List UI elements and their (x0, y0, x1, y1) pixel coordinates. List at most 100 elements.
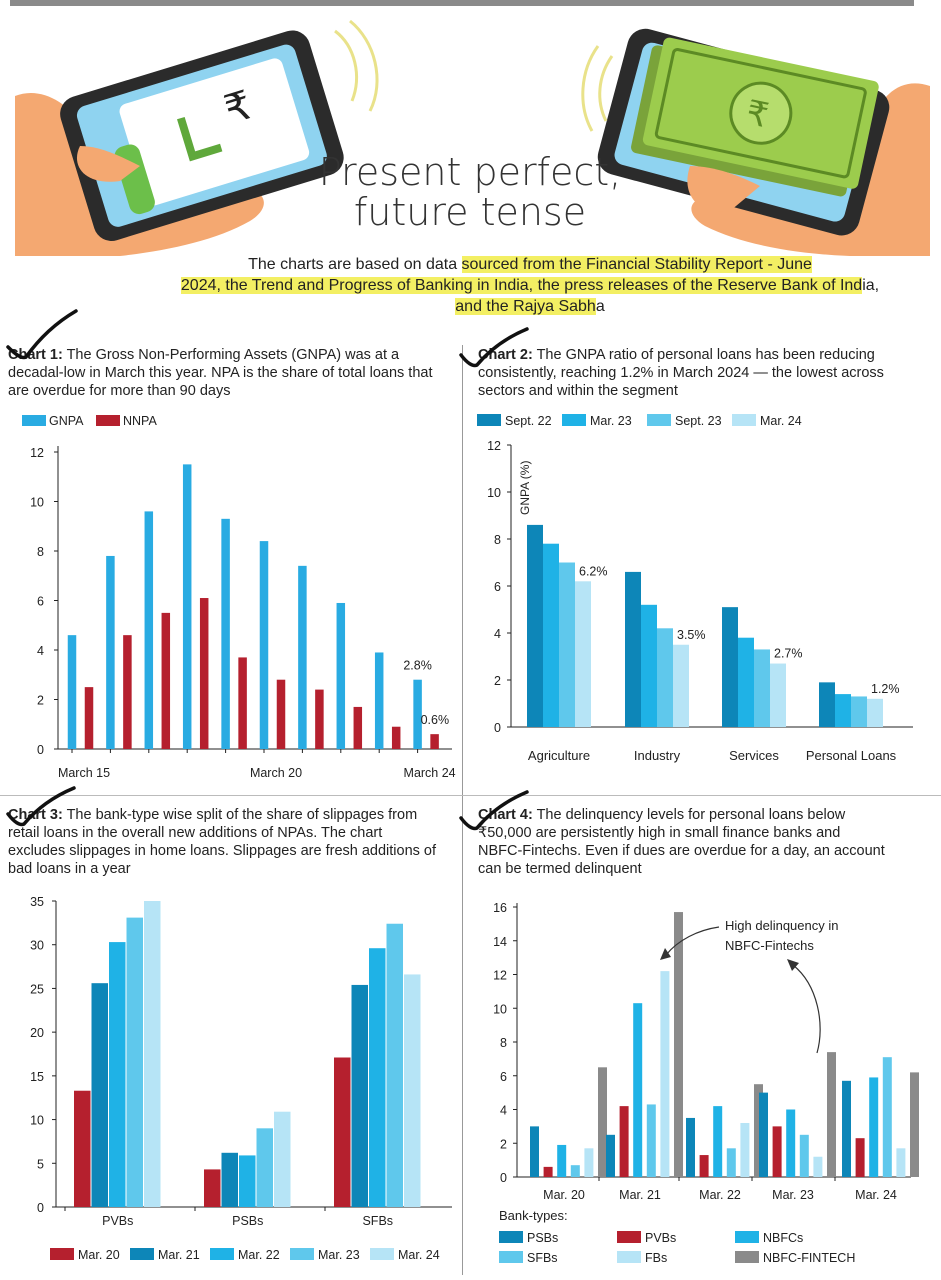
bar (754, 649, 770, 727)
y-tick-label: 10 (487, 486, 501, 500)
bar (204, 1169, 221, 1207)
intro-plain-3: a (595, 298, 605, 315)
annotation-arrow (792, 964, 821, 1054)
intro-highlight-1: sourced from the Financial Stability Rep… (461, 256, 812, 273)
legend-label: Mar. 23 (318, 1248, 360, 1262)
bar-nnpa (161, 612, 171, 749)
vertical-divider (462, 345, 463, 1275)
bar (770, 663, 786, 727)
horizontal-divider (0, 795, 941, 796)
annotation: 3.5% (677, 628, 706, 642)
legend-swatch-gnpa (22, 415, 46, 426)
legend-swatch (617, 1251, 641, 1263)
bar (657, 628, 673, 727)
bar-gnpa (182, 464, 192, 749)
y-tick-label: 8 (494, 533, 501, 547)
x-tick-label: March 15 (58, 766, 110, 780)
bar (575, 581, 591, 727)
legend-label-gnpa: GNPA (49, 414, 84, 428)
bar-gnpa (298, 565, 307, 749)
legend-swatch (477, 414, 501, 426)
bar (334, 1057, 351, 1207)
legend-label: NBFCs (763, 1231, 803, 1245)
y-tick-label: 10 (493, 1002, 507, 1016)
intro-text: The charts are based on data sourced fro… (150, 254, 910, 317)
y-tick-label: 20 (30, 1026, 44, 1040)
y-tick-label: 0 (37, 1201, 44, 1215)
bar (74, 1090, 91, 1207)
legend-swatch (290, 1248, 314, 1260)
y-tick-label: 35 (30, 895, 44, 909)
bar (559, 562, 575, 727)
bar (759, 1092, 768, 1177)
bar (813, 1156, 823, 1177)
y-tick-label: 4 (494, 627, 501, 641)
bar (351, 984, 368, 1207)
legend-label: Mar. 20 (78, 1248, 120, 1262)
legend-swatch (735, 1251, 759, 1263)
chart4-delinquency: 0 2 4 6 8 10 12 14 16 Mar. 20 Mar. 21 Mar. 22 Mar. 2… (493, 901, 919, 1265)
bar (855, 1138, 865, 1177)
bar (896, 1148, 906, 1177)
legend-label: PVBs (645, 1231, 676, 1245)
bar (530, 1126, 539, 1177)
chart4-caption: Chart 4: The delinquency levels for pers… (478, 806, 888, 878)
bar (527, 524, 543, 727)
legend-label: Mar. 24 (760, 414, 802, 428)
legend-swatch (647, 414, 671, 426)
bar-gnpa (106, 555, 115, 749)
bar (674, 912, 683, 1177)
bar (641, 604, 657, 727)
y-tick-label: 2 (37, 694, 44, 708)
legend-swatch (732, 414, 756, 426)
x-tick-label: PSBs (232, 1214, 263, 1228)
legend-label: Mar. 24 (398, 1248, 440, 1262)
bar (91, 983, 108, 1207)
y-tick-label: 6 (37, 595, 44, 609)
bar-gnpa (221, 518, 230, 749)
legend-swatch (210, 1248, 234, 1260)
annotation-gnpa: 2.8% (403, 659, 432, 673)
bar (126, 917, 143, 1207)
annotation-line-2: NBFC-Fintechs (725, 938, 814, 953)
bar (754, 1084, 763, 1177)
chart3-caption-text: The bank-type wise split of the share of… (8, 807, 437, 877)
y-tick-label: 0 (37, 743, 44, 757)
y-tick-label: 12 (493, 969, 507, 983)
bar (633, 1003, 643, 1177)
bar (772, 1126, 782, 1177)
bar-nnpa (430, 734, 439, 749)
bar-gnpa (144, 511, 154, 749)
checkmark-icon (459, 327, 529, 368)
bar (910, 1072, 919, 1177)
intro-plain-2: ia, (862, 277, 880, 294)
bar-nnpa (353, 706, 363, 749)
x-tick-label: Mar. 21 (619, 1188, 661, 1202)
checkmark-icon (6, 786, 76, 827)
bar (722, 607, 738, 727)
chart1-caption: Chart 1: The Gross Non-Performing Assets… (8, 346, 438, 400)
x-tick-label: SFBs (362, 1214, 393, 1228)
legend-label: Mar. 23 (590, 414, 632, 428)
y-tick-label: 25 (30, 982, 44, 996)
x-tick-label: March 20 (250, 766, 302, 780)
bar-gnpa (413, 679, 422, 749)
title-line-1: Present perfect, (318, 150, 622, 194)
intro-highlight-2: 2024, the Trend and Progress of Banking … (180, 277, 863, 294)
bar (842, 1080, 851, 1177)
bar (660, 971, 670, 1177)
legend-label: Sept. 22 (505, 414, 552, 428)
bar (598, 1067, 607, 1177)
bar-nnpa (238, 657, 247, 749)
bar (109, 942, 126, 1207)
bar (869, 1077, 879, 1177)
bar (673, 644, 689, 727)
intro-highlight-3: and the Rajya Sabh (455, 298, 596, 315)
chart1-caption-label: Chart 1: (8, 347, 63, 363)
annotation: 2.7% (774, 647, 803, 661)
y-axis-label: GNPA (%) (518, 461, 532, 515)
bar (882, 1057, 892, 1177)
annotation-arrow (665, 926, 720, 956)
phone-money-illustration: ₹ ₹ (15, 19, 930, 256)
legend-label: PSBs (527, 1231, 558, 1245)
